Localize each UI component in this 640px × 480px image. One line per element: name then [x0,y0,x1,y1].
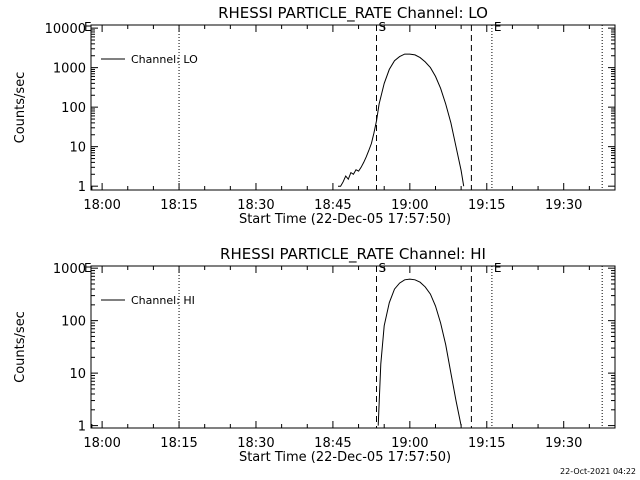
y-axis-label: Counts/sec [13,311,28,383]
marker-label-e: E [494,261,502,275]
corner-marker-label: E [84,261,92,275]
footer-timestamp: 22-Oct-2021 04:22 [560,467,636,476]
x-tick-label: 18:15 [160,436,197,451]
y-tick-label: 100 [61,101,86,116]
x-axis-label: Start Time (22-Dec-05 17:57:50) [239,450,451,465]
chart-title: RHESSI PARTICLE_RATE Channel: HI [220,245,486,264]
x-tick-label: 19:15 [468,198,505,213]
y-tick-label: 1000 [53,62,86,77]
corner-marker-label: E [84,20,92,34]
y-tick-label: 1000 [53,262,86,277]
marker-label-e: E [494,20,502,34]
chart-panel-2 [90,265,616,429]
x-tick-label: 18:30 [237,198,274,213]
marker-label-s: S [379,261,387,275]
legend-entry: Channel: HI [131,294,195,307]
y-axis-label: Counts/sec [13,72,28,144]
x-tick-label: 19:00 [391,198,428,213]
x-tick-label: 18:00 [83,198,120,213]
y-tick-label: 1 [78,420,86,435]
y-tick-label: 10000 [45,22,86,37]
chart-title: RHESSI PARTICLE_RATE Channel: LO [218,4,488,23]
x-tick-label: 19:15 [468,436,505,451]
legend-entry: Channel: LO [131,53,198,66]
plot-frame [90,24,616,191]
marker-label-s: S [379,20,387,34]
y-tick-label: 10 [69,367,86,382]
series-line-1-1 [338,53,465,187]
y-tick-label: 100 [61,315,86,330]
x-tick-label: 18:45 [314,198,351,213]
y-tick-label: 1 [78,180,86,195]
x-tick-label: 18:30 [237,436,274,451]
x-tick-label: 19:00 [391,436,428,451]
x-tick-label: 19:30 [545,198,582,213]
x-axis-label: Start Time (22-Dec-05 17:57:50) [239,212,451,227]
x-tick-label: 18:45 [314,436,351,451]
x-tick-label: 19:30 [545,436,582,451]
series-line-2-1 [377,278,462,426]
plot-frame [90,265,616,429]
x-tick-label: 18:00 [83,436,120,451]
chart-panel-1 [90,24,616,191]
x-tick-label: 18:15 [160,198,197,213]
y-tick-label: 10 [69,141,86,156]
